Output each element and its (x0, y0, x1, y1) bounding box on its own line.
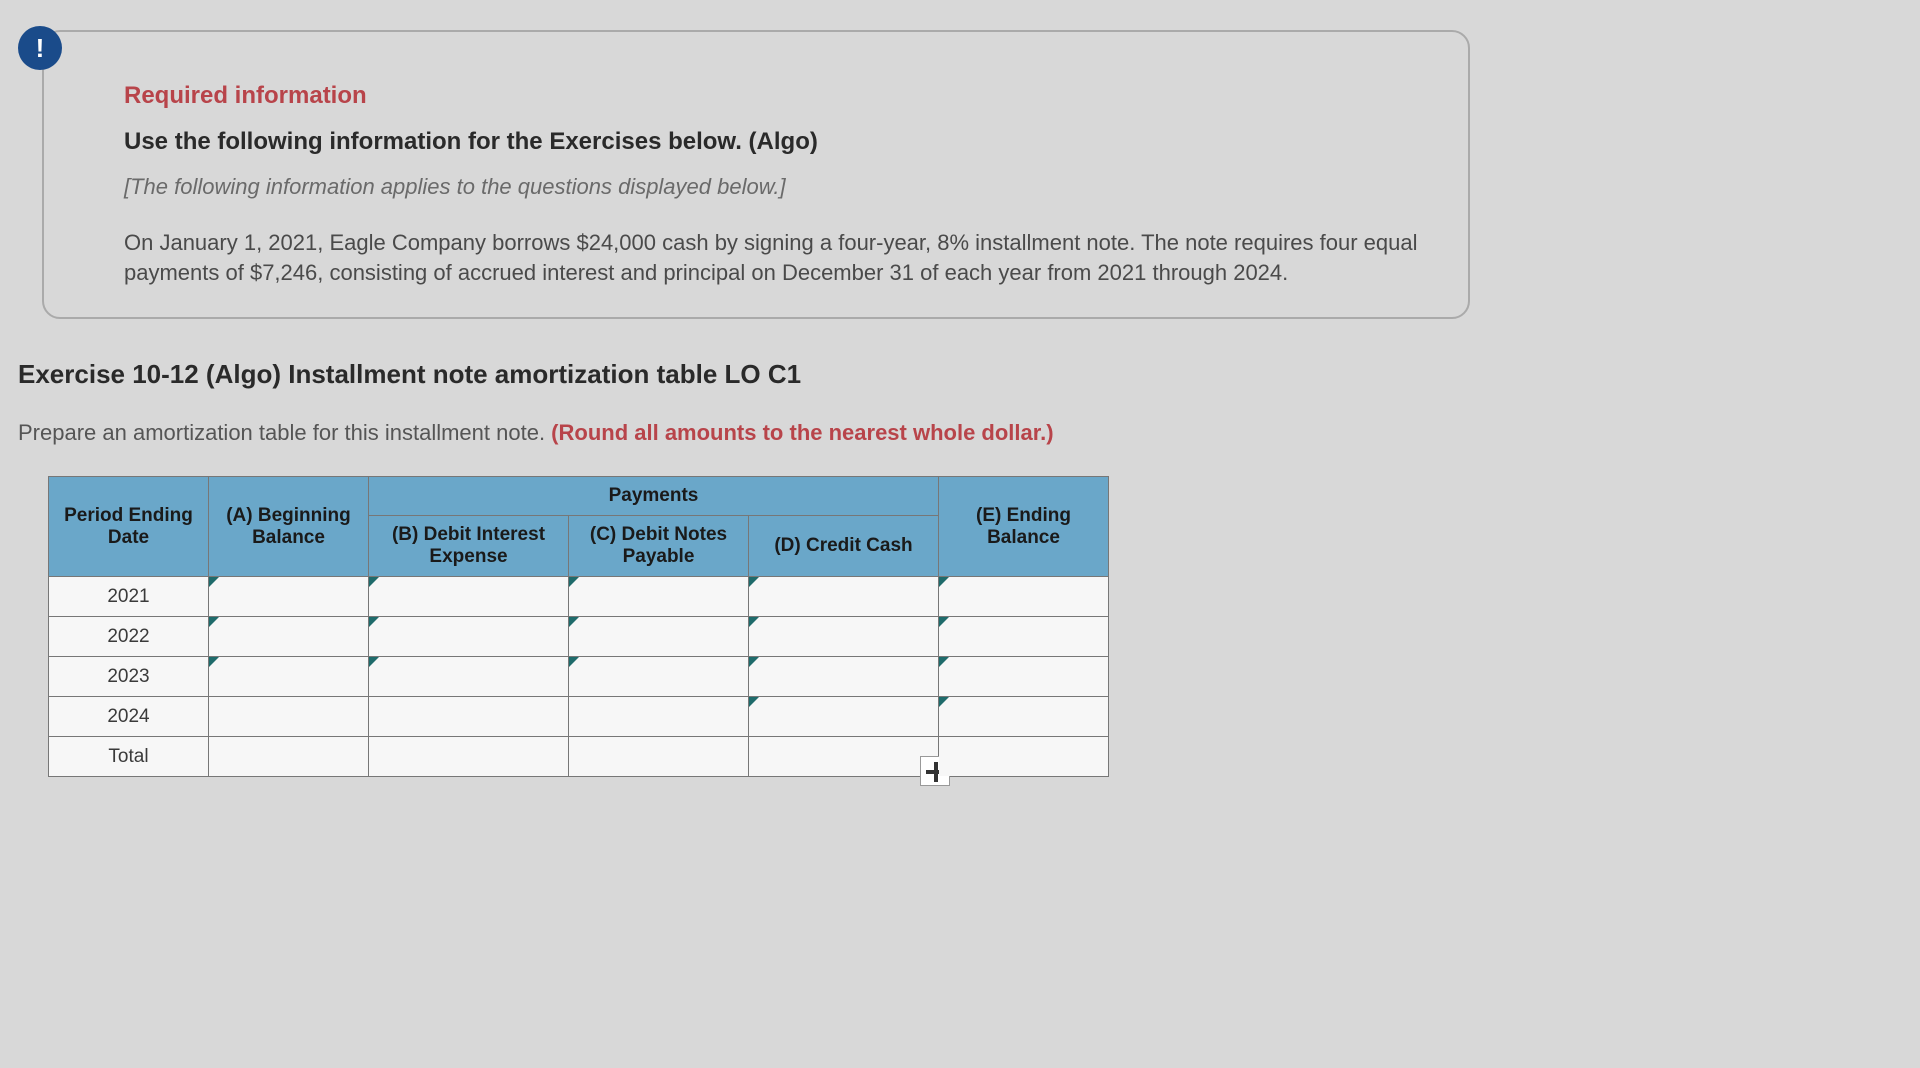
row-date-cell: 2021 (49, 577, 209, 617)
table-row: 2022 (49, 617, 1109, 657)
problem-text: On January 1, 2021, Eagle Company borrow… (124, 228, 1428, 287)
input-cell-c[interactable] (569, 657, 749, 697)
row-date-cell: 2022 (49, 617, 209, 657)
input-cell-e[interactable] (939, 737, 1109, 777)
prepare-instruction: Prepare an amortization table for this i… (18, 420, 1920, 446)
input-cell-d[interactable] (749, 617, 939, 657)
input-cell-c[interactable] (569, 617, 749, 657)
table-row: 2021 (49, 577, 1109, 617)
input-cell-a[interactable] (209, 657, 369, 697)
input-cell-b[interactable] (369, 617, 569, 657)
col-header-e: (E) Ending Balance (939, 477, 1109, 577)
row-date-cell: 2024 (49, 697, 209, 737)
prepare-emphasis: (Round all amounts to the nearest whole … (551, 420, 1053, 445)
required-information-title: Required information (124, 82, 1428, 110)
applies-note: [The following information applies to th… (124, 174, 1428, 200)
input-cell-c[interactable] (569, 737, 749, 777)
col-header-b: (B) Debit Interest Expense (369, 516, 569, 577)
input-cell-e[interactable] (939, 577, 1109, 617)
input-cell-d[interactable] (749, 697, 939, 737)
input-cell-a[interactable] (209, 697, 369, 737)
row-date-cell: Total (49, 737, 209, 777)
input-cell-e[interactable] (939, 697, 1109, 737)
input-cell-b[interactable] (369, 737, 569, 777)
col-header-a: (A) Beginning Balance (209, 477, 369, 577)
col-header-c: (C) Debit Notes Payable (569, 516, 749, 577)
col-header-d: (D) Credit Cash (749, 516, 939, 577)
input-cell-e[interactable] (939, 657, 1109, 697)
info-box: Required information Use the following i… (42, 30, 1470, 319)
input-cell-e[interactable] (939, 617, 1109, 657)
amortization-table-container: Period Ending Date (A) Beginning Balance… (48, 476, 1920, 777)
input-cell-a[interactable] (209, 617, 369, 657)
table-row: 2023 (49, 657, 1109, 697)
required-info-container: ! Required information Use the following… (18, 30, 1470, 319)
exercise-title: Exercise 10-12 (Algo) Installment note a… (18, 359, 1920, 390)
input-cell-a[interactable] (209, 577, 369, 617)
input-cell-c[interactable] (569, 697, 749, 737)
table-header-row-1: Period Ending Date (A) Beginning Balance… (49, 477, 1109, 516)
table-row: 2024 (49, 697, 1109, 737)
input-cell-b[interactable] (369, 657, 569, 697)
input-cell-b[interactable] (369, 577, 569, 617)
instruction-heading: Use the following information for the Ex… (124, 128, 1428, 156)
amortization-table: Period Ending Date (A) Beginning Balance… (48, 476, 1109, 777)
input-cell-d[interactable] (749, 577, 939, 617)
col-header-date: Period Ending Date (49, 477, 209, 577)
prepare-text: Prepare an amortization table for this i… (18, 420, 551, 445)
table-row: Total (49, 737, 1109, 777)
input-cell-d[interactable] (749, 737, 939, 777)
col-header-payments: Payments (369, 477, 939, 516)
input-cell-c[interactable] (569, 577, 749, 617)
row-date-cell: 2023 (49, 657, 209, 697)
alert-icon: ! (18, 26, 62, 70)
input-cell-b[interactable] (369, 697, 569, 737)
input-cell-a[interactable] (209, 737, 369, 777)
input-cell-d[interactable] (749, 657, 939, 697)
